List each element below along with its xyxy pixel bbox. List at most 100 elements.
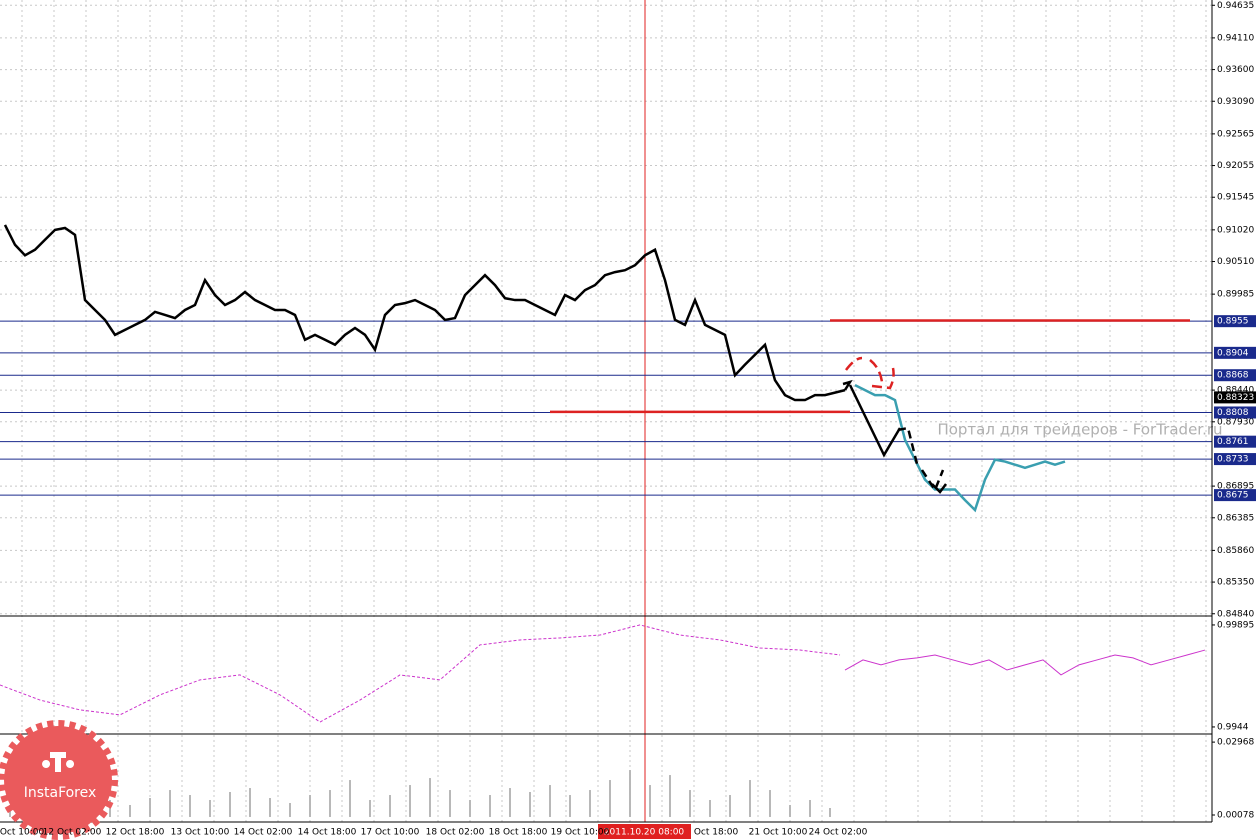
y-tick-label: 0.00078 <box>1217 810 1254 820</box>
y-tick-label: 0.02968 <box>1217 738 1254 748</box>
x-tick-label: 13 Oct 10:00 <box>171 828 230 838</box>
volume-bar <box>589 790 591 817</box>
level-label-bg <box>1214 435 1256 448</box>
volume-bar <box>489 795 491 817</box>
current-price-bg <box>1214 391 1256 404</box>
volume-bar <box>469 800 471 817</box>
y-tick-label: 0.93090 <box>1217 97 1254 107</box>
volume-bar <box>449 790 451 817</box>
volume-bar <box>209 800 211 817</box>
logo: InstaForex <box>0 720 118 840</box>
volume-bar <box>729 795 731 817</box>
x-tick-label: 19 Oct 10:00 <box>551 828 610 838</box>
level-label-bg <box>1214 346 1256 359</box>
level-label-bg <box>1214 453 1256 466</box>
volume-bar <box>409 785 411 817</box>
arrow <box>848 384 902 458</box>
volume-bar <box>709 800 711 817</box>
y-tick-label: 0.86895 <box>1217 482 1254 492</box>
y-tick-label: 0.9944 <box>1217 722 1249 732</box>
x-tick-label: 14 Oct 18:00 <box>298 828 357 838</box>
red-arc <box>845 356 895 390</box>
volume-bar <box>329 790 331 817</box>
level-label: 0.8808 <box>1217 408 1249 418</box>
price-line <box>3 224 846 402</box>
level-label-bg <box>1214 369 1256 382</box>
logo-icon <box>42 752 75 772</box>
indicator-line <box>0 624 841 723</box>
y-tick-label: 0.89985 <box>1217 290 1254 300</box>
y-tick-label: 0.90510 <box>1217 257 1254 267</box>
logo-edge <box>0 720 118 840</box>
volume-bar <box>389 795 391 817</box>
current-price-label: 0.88323 <box>1217 393 1254 403</box>
volume-bar <box>249 788 251 817</box>
volume-bar <box>669 775 671 817</box>
x-tick-label: 21 Oct 10:00 <box>749 828 808 838</box>
volume-bar <box>689 790 691 817</box>
y-tick-label: 0.86385 <box>1217 513 1254 523</box>
y-tick-label: 0.91020 <box>1217 225 1254 235</box>
x-tick-label: 12 Oct 18:00 <box>106 828 165 838</box>
volume-bar <box>149 798 151 817</box>
annotations <box>842 356 947 494</box>
y-tick-label: 0.92055 <box>1217 161 1254 171</box>
volume-bar <box>529 792 531 817</box>
volume-bar <box>769 790 771 817</box>
y-tick-label: 0.84840 <box>1217 609 1254 619</box>
x-tick-label: 14 Oct 02:00 <box>234 828 293 838</box>
x-tick-label: 24 Oct 02:00 <box>809 828 868 838</box>
volume-bar <box>809 800 811 817</box>
volume-bar <box>829 808 831 817</box>
x-tick-label: Oct 10:00 <box>0 828 44 838</box>
x-tick-label: 17 Oct 10:00 <box>361 828 420 838</box>
volume-bar <box>349 780 351 817</box>
volume-bar <box>109 800 111 817</box>
level-label: 0.8868 <box>1217 371 1249 381</box>
marks <box>0 224 1212 817</box>
volume-bar <box>169 790 171 817</box>
price-line <box>854 384 1066 513</box>
volume-bar <box>129 805 131 817</box>
logo-disc <box>4 726 112 834</box>
crosshair-label: 2011.10.20 08:00 <box>604 828 685 838</box>
y-tick-label: 0.85860 <box>1217 546 1254 556</box>
level-label: 0.8675 <box>1217 491 1249 501</box>
crosshair-label-bg <box>598 824 691 839</box>
x-tick-label: Oct 18:00 <box>694 828 739 838</box>
level-label: 0.8955 <box>1217 317 1249 327</box>
volume-bar <box>189 795 191 817</box>
y-tick-label: 0.87930 <box>1217 417 1254 427</box>
volume-bar <box>429 778 431 817</box>
y-tick-label: 0.93600 <box>1217 65 1254 75</box>
volume-bar <box>229 792 231 817</box>
volume-bar <box>509 788 511 817</box>
volume-bar <box>369 800 371 817</box>
y-tick-label: 0.91545 <box>1217 193 1254 203</box>
volume-bar <box>649 785 651 817</box>
arrow-head <box>931 483 947 494</box>
level-label-bg <box>1214 315 1256 328</box>
arrow <box>897 426 945 493</box>
volume-bar <box>289 803 291 817</box>
y-tick-label: 0.94110 <box>1217 33 1254 43</box>
level-label: 0.8904 <box>1217 348 1249 358</box>
volume-bar <box>269 798 271 817</box>
y-tick-label: 0.92565 <box>1217 129 1254 139</box>
level-label-bg <box>1214 489 1256 502</box>
x-tick-label: 12 Oct 02:00 <box>43 828 102 838</box>
volume-bar <box>629 770 631 817</box>
volume-bar <box>569 795 571 817</box>
x-tick-label: 18 Oct 02:00 <box>426 828 485 838</box>
logo-text: InstaForex <box>24 785 97 801</box>
watermark: Портал для трейдеров - ForTrader.ru <box>937 421 1222 439</box>
y-tick-label: 0.88440 <box>1217 386 1254 396</box>
arrow-head <box>842 379 853 391</box>
volume-bar <box>789 805 791 817</box>
volume-bar <box>609 780 611 817</box>
level-label: 0.8761 <box>1217 437 1249 447</box>
x-tick-label: 18 Oct 18:00 <box>489 828 548 838</box>
y-tick-label: 0.85350 <box>1217 578 1254 588</box>
level-label: 0.8733 <box>1217 455 1249 465</box>
